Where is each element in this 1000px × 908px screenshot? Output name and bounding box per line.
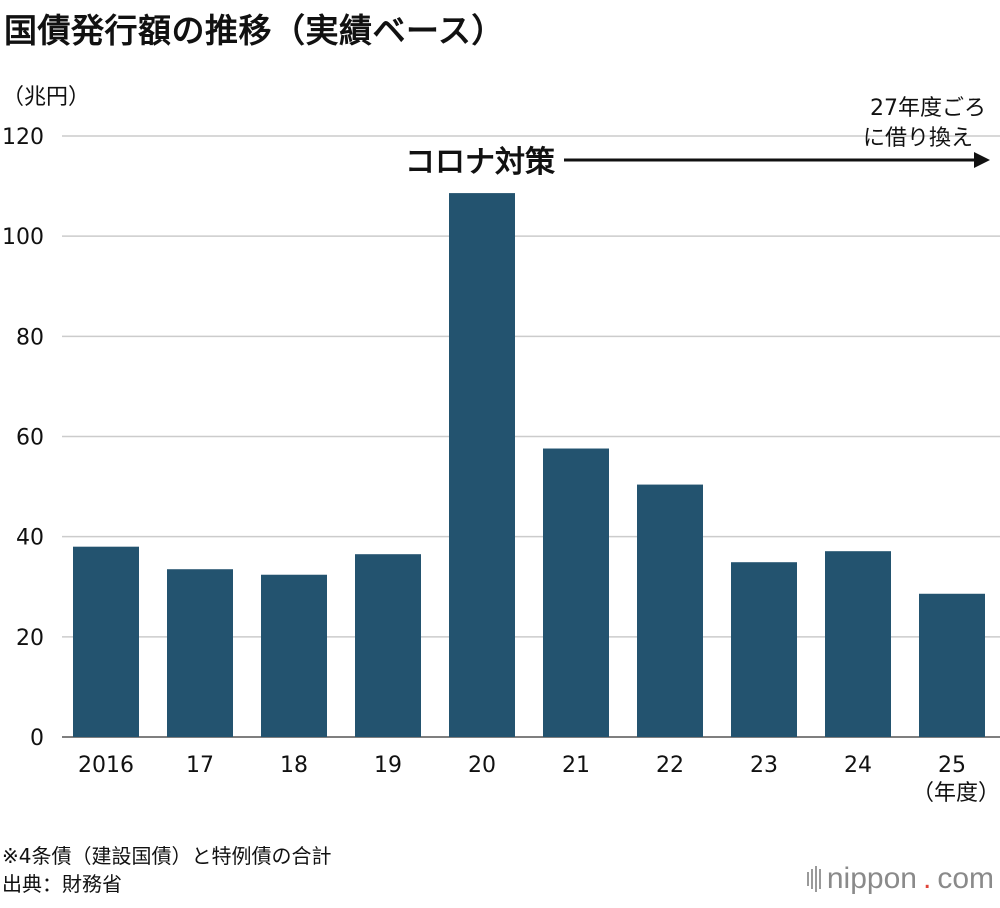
corona-arrow-head (974, 152, 990, 168)
bar-22 (637, 484, 703, 737)
bar-18 (261, 574, 327, 737)
x-tick-label: 21 (562, 753, 590, 778)
x-tick-label: 2016 (78, 753, 134, 778)
x-axis-ticks: 2016 17 18 19 20 21 22 23 24 25 (78, 753, 966, 778)
logo-name: nippon (826, 862, 917, 895)
y-tick-label: 100 (2, 225, 44, 250)
y-tick-label: 20 (16, 626, 44, 651)
bars (73, 193, 985, 738)
bar-21 (543, 448, 609, 737)
bar-17 (167, 569, 233, 737)
y-tick-label: 40 (16, 526, 44, 551)
footnote: ※4条債（建設国債）と特例債の合計 出典：財務省 (2, 842, 331, 898)
y-tick-label: 120 (2, 125, 44, 150)
x-axis-label: （年度） (912, 781, 1000, 806)
x-tick-label: 25 (938, 753, 966, 778)
refinance-note-line1: 27年度ごろ (870, 96, 986, 121)
y-axis-label: （兆円） (2, 85, 90, 110)
x-tick-label: 17 (186, 753, 214, 778)
nippon-logo: nippon. com (806, 862, 994, 896)
bar-24 (825, 551, 891, 737)
logo-dot: . (922, 862, 932, 895)
x-tick-label: 24 (844, 753, 872, 778)
bar-23 (731, 562, 797, 737)
y-tick-label: 60 (16, 426, 44, 451)
bar-19 (355, 554, 421, 737)
x-tick-label: 22 (656, 753, 684, 778)
refinance-note-line2: に借り換え (863, 126, 973, 151)
x-tick-label: 23 (750, 753, 778, 778)
x-tick-label: 19 (374, 753, 402, 778)
bar-25 (919, 593, 985, 737)
logo-bars-icon (806, 866, 821, 892)
corona-annotation: コロナ対策 (405, 145, 555, 180)
y-tick-label: 80 (16, 325, 44, 350)
bar-20 (449, 193, 515, 738)
y-axis-ticks: 0 20 40 60 80 100 120 (2, 125, 44, 751)
x-tick-label: 20 (468, 753, 496, 778)
chart-title: 国債発行額の推移（実績ベース） (4, 11, 505, 50)
y-tick-label: 0 (30, 726, 44, 751)
x-tick-label: 18 (280, 753, 308, 778)
logo-suffix: com (937, 862, 994, 895)
footnote-source: 出典：財務省 (2, 872, 122, 896)
bar-2016 (73, 546, 139, 737)
footnote-note: ※4条債（建設国債）と特例債の合計 (2, 844, 332, 868)
